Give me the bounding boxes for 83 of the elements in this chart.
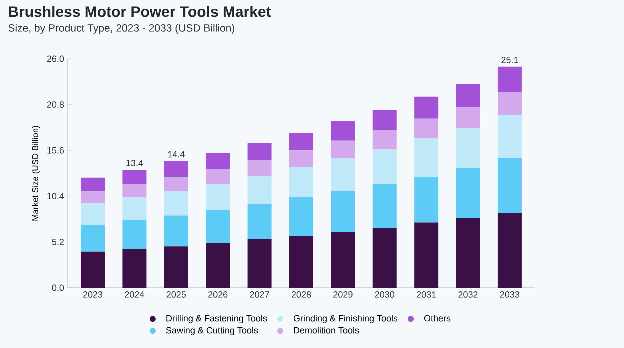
bar bbox=[372, 184, 397, 228]
bar bbox=[456, 107, 480, 129]
bar bbox=[164, 161, 188, 178]
bar bbox=[81, 252, 106, 288]
x-tick-label: 2025 bbox=[166, 292, 186, 298]
x-tick-label: 2033 bbox=[500, 292, 520, 298]
bar bbox=[331, 232, 356, 288]
y-axis-title: Market Size (USD Billion) bbox=[32, 126, 40, 221]
x-tick-label: 2028 bbox=[292, 292, 312, 298]
legend-label: Others bbox=[424, 315, 451, 322]
legend-label: Demolition Tools bbox=[294, 327, 360, 334]
bar bbox=[498, 92, 522, 116]
bar bbox=[372, 110, 397, 130]
bar bbox=[331, 122, 356, 141]
y-tick-label: 5.2 bbox=[52, 238, 64, 246]
bar bbox=[122, 184, 147, 198]
bar bbox=[164, 246, 188, 288]
y-tick-label: 20.8 bbox=[47, 102, 64, 108]
bar bbox=[206, 153, 230, 170]
bar bbox=[122, 249, 147, 288]
bar bbox=[331, 140, 356, 159]
total-label: 14.4 bbox=[168, 151, 185, 158]
bar bbox=[164, 191, 188, 216]
legend-label: Sawing & Cutting Tools bbox=[166, 327, 258, 336]
chart-subtitle: Size, by Product Type, 2023 - 2033 (USD Billion) bbox=[8, 24, 235, 34]
bar bbox=[498, 158, 522, 214]
bar bbox=[206, 210, 230, 244]
bar bbox=[331, 158, 356, 192]
chart-title: Brushless Motor Power Tools Market bbox=[9, 6, 272, 18]
bar bbox=[498, 66, 522, 92]
bar bbox=[248, 240, 272, 288]
bar bbox=[289, 236, 314, 288]
bar bbox=[164, 177, 188, 192]
total-label: 25.1 bbox=[502, 57, 518, 64]
bar bbox=[414, 96, 439, 119]
bar bbox=[289, 132, 314, 151]
bar bbox=[289, 197, 314, 236]
y-tick-label: 0.0 bbox=[52, 284, 64, 292]
x-tick-label: 2026 bbox=[208, 292, 228, 298]
bar bbox=[248, 176, 272, 204]
bar bbox=[289, 150, 314, 168]
bar bbox=[206, 169, 230, 184]
x-tick-label: 2023 bbox=[83, 292, 103, 298]
x-tick-label: 2031 bbox=[417, 292, 436, 298]
x-tick-label: 2030 bbox=[375, 292, 395, 298]
x-tick-label: 2032 bbox=[458, 292, 478, 298]
bar bbox=[372, 130, 397, 150]
x-tick-label: 2027 bbox=[250, 292, 270, 298]
bar bbox=[248, 144, 272, 160]
bar bbox=[81, 203, 106, 226]
bar bbox=[164, 216, 188, 247]
x-tick-label: 2024 bbox=[125, 292, 144, 298]
bar bbox=[414, 138, 439, 178]
bar bbox=[81, 225, 106, 252]
bar bbox=[414, 177, 439, 223]
bar bbox=[122, 220, 147, 250]
bar bbox=[122, 170, 147, 184]
y-tick-label: 15.6 bbox=[48, 147, 64, 154]
bar bbox=[414, 118, 439, 138]
bar bbox=[248, 160, 272, 176]
legend-label: Drilling & Fastening Tools bbox=[166, 315, 268, 324]
bar bbox=[456, 168, 480, 218]
bar bbox=[372, 150, 397, 184]
bar bbox=[81, 191, 106, 204]
bar bbox=[81, 178, 106, 192]
bar bbox=[206, 243, 230, 288]
total-label: 13.4 bbox=[126, 160, 144, 166]
bar bbox=[498, 115, 522, 159]
y-tick-label: 26.0 bbox=[47, 56, 64, 62]
bar bbox=[331, 191, 356, 232]
bar bbox=[414, 222, 439, 288]
bar bbox=[498, 213, 522, 288]
bar bbox=[248, 204, 272, 240]
legend-label: Grinding & Finishing Tools bbox=[294, 315, 398, 324]
bar bbox=[206, 184, 230, 210]
bar bbox=[289, 167, 314, 198]
bar bbox=[122, 197, 147, 220]
y-tick-label: 10.4 bbox=[48, 193, 64, 200]
bar bbox=[456, 218, 480, 288]
x-tick-label: 2029 bbox=[334, 292, 353, 298]
bar bbox=[456, 84, 480, 108]
bar bbox=[456, 128, 480, 168]
bar bbox=[372, 228, 397, 288]
